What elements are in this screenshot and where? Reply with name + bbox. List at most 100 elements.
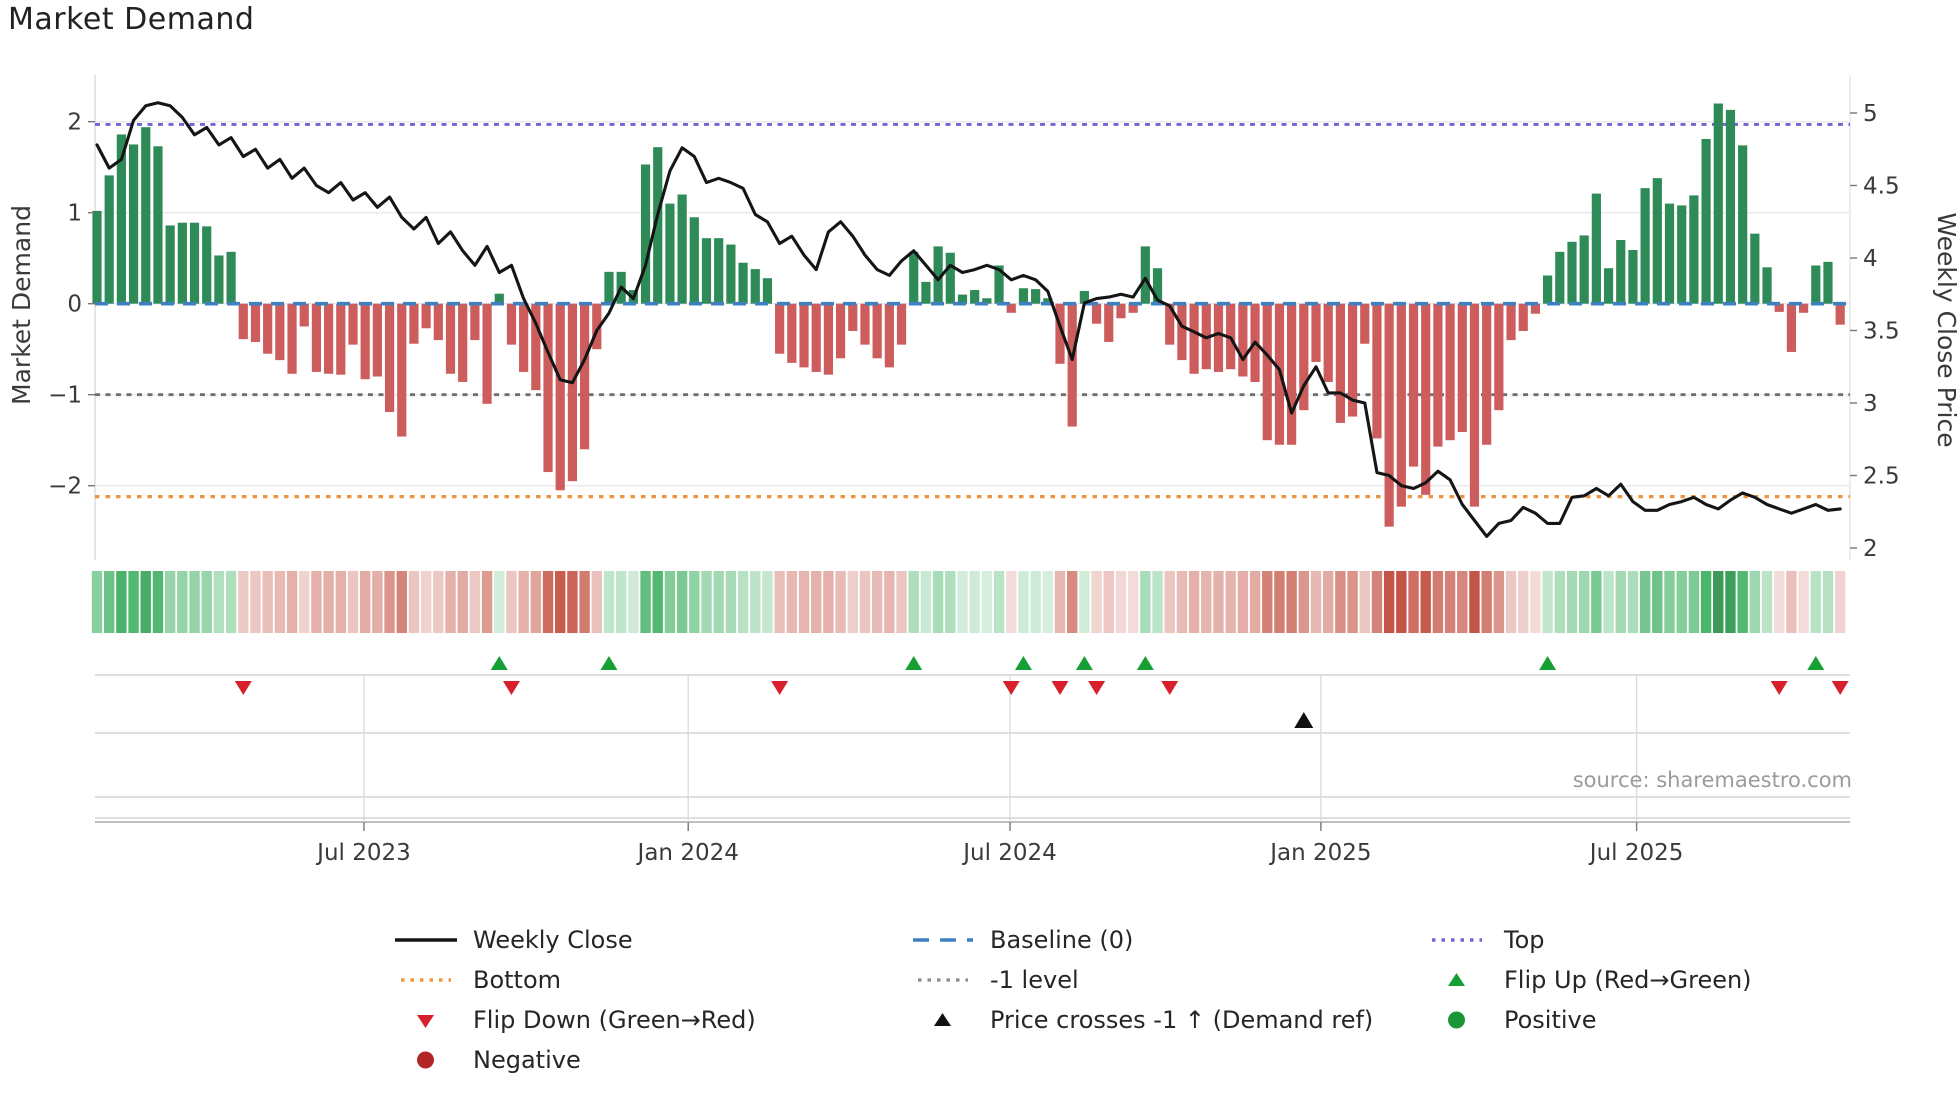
demand-bar xyxy=(604,271,614,304)
demand-bar xyxy=(1591,193,1601,304)
demand-bar xyxy=(177,222,187,304)
demand-bar xyxy=(1116,303,1126,319)
heatmap-cell xyxy=(945,571,956,633)
legend-item-flip-up: Flip Up (Red→Green) xyxy=(1424,960,1960,1000)
demand-bar xyxy=(957,294,968,304)
demand-bar xyxy=(787,303,797,363)
negative-dot-icon xyxy=(393,1046,459,1074)
heatmap-cell xyxy=(469,571,481,633)
demand-bar xyxy=(1555,251,1565,304)
right-tick-label: 3.5 xyxy=(1863,319,1900,345)
demand-bar xyxy=(1494,303,1504,411)
demand-bar xyxy=(263,303,273,354)
heatmap-cell xyxy=(1822,571,1834,633)
heatmap-cell xyxy=(628,571,639,633)
heatmap-cell xyxy=(481,571,493,633)
demand-bar xyxy=(384,303,395,412)
heatmap-cell xyxy=(725,571,737,633)
page-title: Market Demand xyxy=(8,2,255,37)
demand-bar xyxy=(336,303,346,375)
heatmap-cell xyxy=(1298,571,1310,633)
weekly-close-line xyxy=(95,101,1842,538)
heatmap-cell xyxy=(1322,571,1334,633)
heatmap-cell xyxy=(1030,571,1041,633)
heatmap-cell xyxy=(1639,571,1651,633)
demand-bar xyxy=(1104,303,1114,342)
demand-bar xyxy=(1189,303,1199,374)
flip-up-marker xyxy=(905,656,923,670)
heatmap-cell xyxy=(1042,571,1054,633)
left-tick-label: −2 xyxy=(48,474,82,500)
heatmap-cell xyxy=(311,571,322,633)
heatmap-cell xyxy=(384,571,395,633)
demand-bar xyxy=(555,303,565,491)
heatmap-cell xyxy=(1274,571,1285,633)
heatmap-cell xyxy=(615,571,627,633)
demand-bar xyxy=(189,222,200,304)
heatmap-cell xyxy=(1225,571,1236,633)
demand-bar xyxy=(1311,303,1321,362)
heatmap-cell xyxy=(323,571,334,633)
demand-bar xyxy=(1530,303,1541,314)
heatmap-cell xyxy=(140,571,151,633)
demand-bar xyxy=(1664,203,1675,304)
demand-bar xyxy=(104,175,114,304)
heatmap-cell xyxy=(1444,571,1456,633)
heatmap-cell xyxy=(798,571,810,633)
heatmap-cell xyxy=(1152,571,1163,633)
demand-bar xyxy=(1628,250,1638,304)
heatmap-cell xyxy=(1286,571,1297,633)
demand-bar xyxy=(1811,265,1821,304)
demand-bar xyxy=(726,244,736,304)
price-cross-triangle-icon xyxy=(910,1006,976,1034)
demand-bar xyxy=(1689,195,1699,304)
heatmap-cell xyxy=(274,571,286,633)
heatmap-cell xyxy=(359,571,371,633)
heatmap-cell xyxy=(103,571,115,633)
heatmap-cell xyxy=(1371,571,1383,633)
x-tick-label: Jul 2023 xyxy=(315,840,411,866)
heatmap-cell xyxy=(213,571,225,633)
demand-bar xyxy=(202,226,212,304)
demand-bar xyxy=(640,164,651,304)
demand-bar xyxy=(1347,303,1358,417)
right-tick-label: 2.5 xyxy=(1863,464,1900,490)
demand-bar xyxy=(433,303,443,341)
demand-bar xyxy=(653,147,663,304)
heatmap-cell xyxy=(859,571,871,633)
heatmap-cell xyxy=(1079,571,1090,633)
demand-bar xyxy=(1323,303,1333,382)
heatmap-cell xyxy=(1383,571,1395,633)
x-tick-label: Jul 2025 xyxy=(1588,840,1684,866)
flip-up-marker xyxy=(600,656,618,670)
demand-bar xyxy=(1055,303,1065,364)
heatmap-cell xyxy=(555,571,566,633)
flip-down-marker xyxy=(1051,681,1069,695)
demand-bar xyxy=(141,127,151,304)
heatmap-cell xyxy=(1408,571,1419,633)
heatmap-cell xyxy=(128,571,139,633)
legend-column-3: Top Flip Up (Red→Green) Positive xyxy=(1424,920,1960,1040)
demand-bar xyxy=(1518,303,1528,331)
heatmap-cell xyxy=(1164,571,1175,633)
demand-bar xyxy=(360,303,370,380)
demand-bar xyxy=(750,269,760,304)
demand-bar xyxy=(1433,303,1443,447)
baseline-dashed-line-icon xyxy=(910,926,976,954)
heatmap-cell xyxy=(1725,571,1736,633)
legend-item-bottom: Bottom xyxy=(393,960,953,1000)
heatmap-cell xyxy=(286,571,298,633)
demand-bar xyxy=(348,303,358,345)
flip-down-marker xyxy=(1161,681,1179,695)
heatmap-cell xyxy=(1798,571,1809,633)
demand-bar xyxy=(872,303,882,359)
demand-bar xyxy=(1384,303,1394,527)
heatmap-cell xyxy=(1249,571,1261,633)
legend-item-baseline: Baseline (0) xyxy=(910,920,1470,960)
heatmap-cell xyxy=(603,571,615,633)
heatmap-cell xyxy=(847,571,858,633)
flip-down-marker xyxy=(1831,681,1849,695)
heatmap-cell xyxy=(1103,571,1114,633)
price-cross-marker xyxy=(1294,712,1314,728)
demand-bar xyxy=(1823,261,1833,304)
